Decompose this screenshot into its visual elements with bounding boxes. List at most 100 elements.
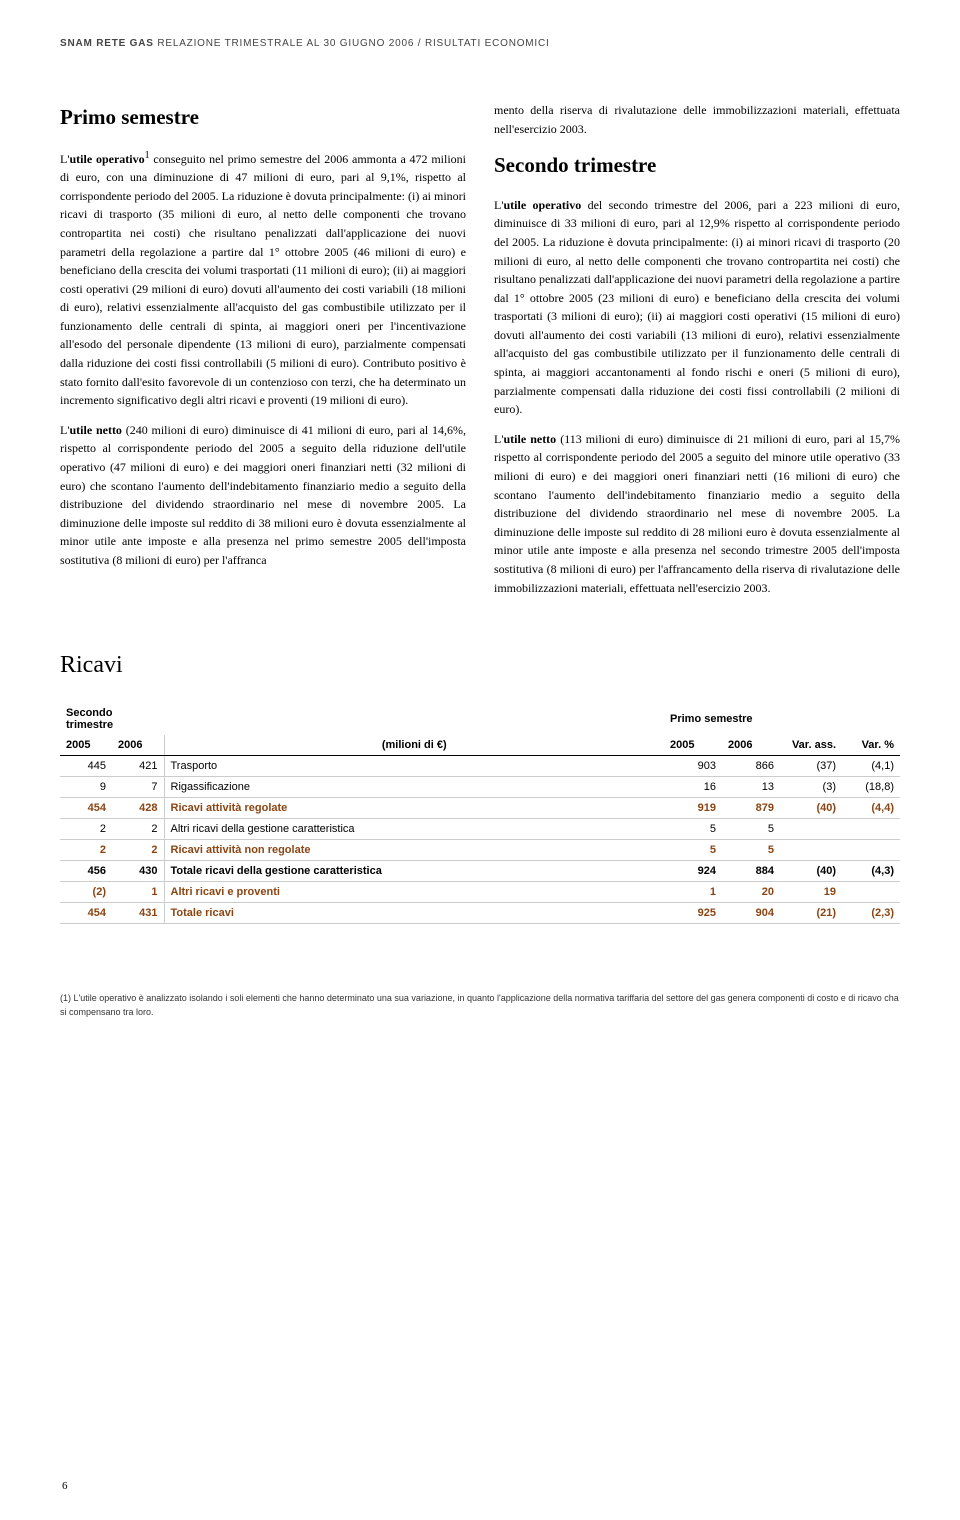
cell-label: Altri ricavi della gestione caratteristi… (164, 819, 664, 840)
table-row: 445421Trasporto903866(37)(4,1) (60, 756, 900, 777)
page-number: 6 (62, 1480, 68, 1492)
t: L' (494, 432, 504, 446)
cell-label: Ricavi attività regolate (164, 798, 664, 819)
ricavi-body: 445421Trasporto903866(37)(4,1)97Rigassif… (60, 756, 900, 924)
text-columns: Primo semestre L'utile operativo1 conseg… (60, 101, 900, 608)
cell: 2 (60, 819, 112, 840)
cell: 5 (664, 819, 722, 840)
cell: 2 (60, 840, 112, 861)
cell: (3) (780, 777, 842, 798)
cell: 445 (60, 756, 112, 777)
t: utile operativo (504, 198, 582, 212)
th-2006: 2006 (112, 735, 164, 756)
cell (842, 840, 900, 861)
table-row: (2)1Altri ricavi e proventi12019 (60, 882, 900, 903)
th-p2005: 2005 (664, 735, 722, 756)
header-company: SNAM RETE GAS (60, 38, 154, 49)
th-group-right: Primo semestre (664, 703, 780, 735)
table-row: 454428Ricavi attività regolate919879(40)… (60, 798, 900, 819)
cell: 456 (60, 861, 112, 882)
cell: 919 (664, 798, 722, 819)
cell: 430 (112, 861, 164, 882)
cell: 5 (722, 819, 780, 840)
cell (842, 882, 900, 903)
cell: 2 (112, 819, 164, 840)
primo-semestre-title: Primo semestre (60, 101, 466, 134)
cell: 925 (664, 903, 722, 924)
header-section: RISULTATI ECONOMICI (425, 38, 550, 49)
cell-label: Trasporto (164, 756, 664, 777)
t: utile netto (504, 432, 557, 446)
cell: 904 (722, 903, 780, 924)
cell-label: Totale ricavi (164, 903, 664, 924)
t: L' (494, 198, 504, 212)
th-unit: (milioni di €) (164, 735, 664, 756)
cell-label: Totale ricavi della gestione caratterist… (164, 861, 664, 882)
page-header: SNAM RETE GAS RELAZIONE TRIMESTRALE AL 3… (60, 38, 900, 49)
right-p0: mento della riserva di rivalutazione del… (494, 101, 900, 138)
t: (240 milioni di euro) diminuisce di 41 m… (60, 423, 466, 567)
cell: 1 (664, 882, 722, 903)
header-sep: / (418, 38, 425, 49)
cell: (2,3) (842, 903, 900, 924)
left-p1: L'utile operativo1 conseguito nel primo … (60, 148, 466, 410)
th-spacer (780, 703, 842, 735)
t: utile netto (70, 423, 122, 437)
t: L' (60, 423, 70, 437)
table-row: 22Ricavi attività non regolate55 (60, 840, 900, 861)
ricavi-table: Secondo trimestre Primo semestre 2005 20… (60, 703, 900, 924)
table-row: 454431Totale ricavi925904(21)(2,3) (60, 903, 900, 924)
cell (842, 819, 900, 840)
cell: (37) (780, 756, 842, 777)
header-report: RELAZIONE TRIMESTRALE AL 30 GIUGNO 2006 (157, 38, 414, 49)
cell: (4,1) (842, 756, 900, 777)
table-row: 97Rigassificazione1613(3)(18,8) (60, 777, 900, 798)
cell-label: Altri ricavi e proventi (164, 882, 664, 903)
cell: 13 (722, 777, 780, 798)
cell: 19 (780, 882, 842, 903)
cell: 7 (112, 777, 164, 798)
t: del secondo trimestre del 2006, pari a 2… (494, 198, 900, 417)
th-group-left: Secondo trimestre (60, 703, 164, 735)
table-row: 22Altri ricavi della gestione caratteris… (60, 819, 900, 840)
table-group-row: Secondo trimestre Primo semestre (60, 703, 900, 735)
right-p1: L'utile operativo del secondo trimestre … (494, 196, 900, 419)
cell: 5 (664, 840, 722, 861)
cell: 924 (664, 861, 722, 882)
t: conseguito nel primo semestre del 2006 a… (60, 152, 466, 408)
secondo-trimestre-title: Secondo trimestre (494, 149, 900, 182)
cell: 9 (60, 777, 112, 798)
cell (780, 819, 842, 840)
cell: 879 (722, 798, 780, 819)
cell: (40) (780, 798, 842, 819)
th-spacer (842, 703, 900, 735)
cell: 5 (722, 840, 780, 861)
cell: 428 (112, 798, 164, 819)
table-row: 456430Totale ricavi della gestione carat… (60, 861, 900, 882)
right-column: mento della riserva di rivalutazione del… (494, 101, 900, 608)
cell: (40) (780, 861, 842, 882)
cell: (21) (780, 903, 842, 924)
th-p2006: 2006 (722, 735, 780, 756)
th-2005: 2005 (60, 735, 112, 756)
t: utile operativo (70, 152, 145, 166)
cell: (4,3) (842, 861, 900, 882)
left-column: Primo semestre L'utile operativo1 conseg… (60, 101, 466, 608)
right-p2: L'utile netto (113 milioni di euro) dimi… (494, 430, 900, 597)
cell: 431 (112, 903, 164, 924)
ricavi-title: Ricavi (60, 652, 900, 679)
cell: (18,8) (842, 777, 900, 798)
cell: 421 (112, 756, 164, 777)
cell: 884 (722, 861, 780, 882)
cell: (2) (60, 882, 112, 903)
t: (113 milioni di euro) diminuisce di 21 m… (494, 432, 900, 595)
cell-label: Ricavi attività non regolate (164, 840, 664, 861)
cell: 1 (112, 882, 164, 903)
cell: 903 (664, 756, 722, 777)
cell: 454 (60, 903, 112, 924)
cell (780, 840, 842, 861)
cell-label: Rigassificazione (164, 777, 664, 798)
left-p2: L'utile netto (240 milioni di euro) dimi… (60, 421, 466, 570)
th-spacer (164, 703, 664, 735)
cell: (4,4) (842, 798, 900, 819)
